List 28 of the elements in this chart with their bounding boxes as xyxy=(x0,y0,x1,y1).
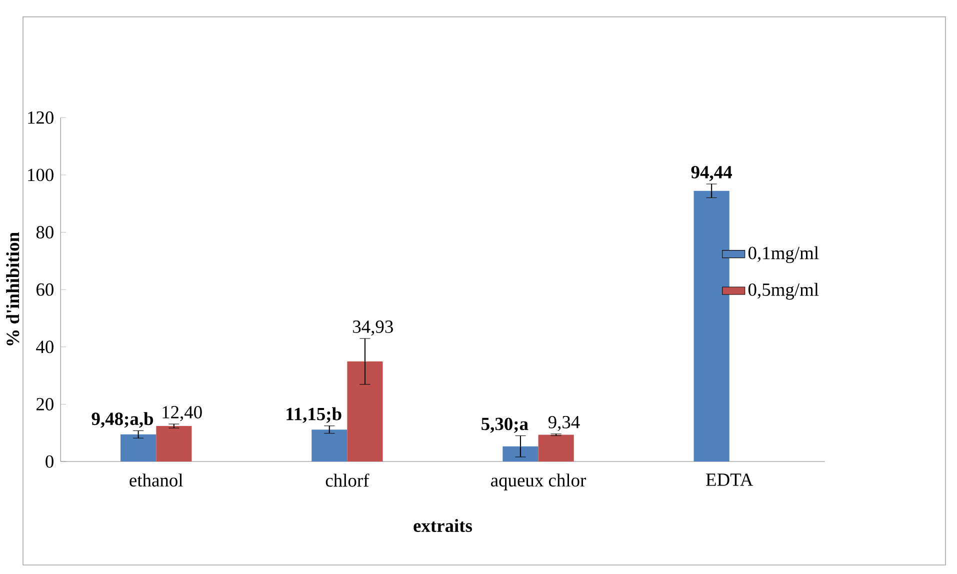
data-label: 5,30;a xyxy=(482,418,528,433)
data-label: 94,44 xyxy=(691,166,732,181)
y-tick-label: 120 xyxy=(28,111,54,124)
y-tick-label: 60 xyxy=(36,283,54,296)
data-label: 9,48;a,b xyxy=(92,412,154,428)
data-label: 34,93 xyxy=(353,320,393,336)
bar xyxy=(312,429,348,462)
bar xyxy=(538,434,574,462)
bar xyxy=(502,446,538,462)
x-axis-title: extraits xyxy=(414,518,472,532)
y-tick-label: 100 xyxy=(28,168,54,182)
x-tick-label: EDTA xyxy=(706,473,754,486)
data-label: 12,40 xyxy=(162,406,202,421)
legend-label: 0,1mg/ml xyxy=(748,246,819,263)
bar xyxy=(156,426,192,462)
x-tick-label: ethanol xyxy=(130,473,183,486)
bar xyxy=(347,361,383,462)
y-tick-label: 0 xyxy=(46,455,54,468)
y-tick-label: 80 xyxy=(36,226,54,238)
data-label: 9,34 xyxy=(548,416,580,431)
x-tick-label: chlorf xyxy=(326,473,370,487)
y-axis-title: % d'inhibition xyxy=(6,232,20,346)
bar xyxy=(120,434,156,462)
legend-label: 0,5mg/ml xyxy=(748,282,819,300)
y-tick-label: 20 xyxy=(36,398,54,410)
data-label: 11,15;b xyxy=(286,407,342,423)
x-tick-label: aqueux chlor xyxy=(491,473,586,490)
y-tick-label: 40 xyxy=(36,340,54,354)
